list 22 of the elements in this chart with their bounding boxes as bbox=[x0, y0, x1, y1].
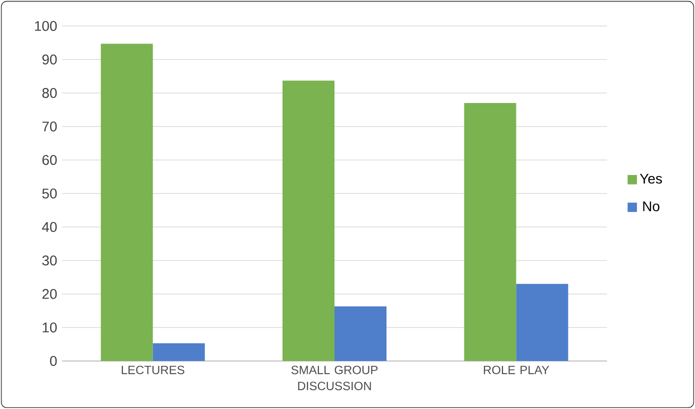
bar bbox=[282, 80, 334, 361]
y-tick-label: 30 bbox=[42, 256, 57, 266]
y-tick-label: 40 bbox=[42, 222, 57, 232]
bar bbox=[464, 103, 516, 361]
bar bbox=[334, 306, 386, 361]
y-tick-label: 80 bbox=[42, 88, 57, 98]
bar bbox=[100, 44, 153, 361]
x-tick-label: SMALL GROUP DISCUSSION bbox=[291, 366, 378, 390]
y-tick-label: 70 bbox=[42, 122, 57, 132]
y-tick-label: 60 bbox=[42, 155, 57, 165]
y-tick-label: 0 bbox=[50, 356, 57, 366]
bar bbox=[152, 343, 205, 361]
x-tick-label: ROLE PLAY bbox=[484, 366, 550, 374]
y-tick-label: 10 bbox=[42, 322, 57, 332]
bar bbox=[516, 284, 568, 361]
y-tick-label: 20 bbox=[42, 289, 57, 299]
legend-label: Yes bbox=[640, 174, 662, 184]
x-tick-label: LECTURES bbox=[122, 366, 184, 374]
y-tick-label: 50 bbox=[42, 188, 57, 198]
y-tick-label: 90 bbox=[42, 54, 57, 64]
legend-label: No bbox=[643, 202, 660, 212]
y-tick-label: 100 bbox=[35, 21, 57, 31]
